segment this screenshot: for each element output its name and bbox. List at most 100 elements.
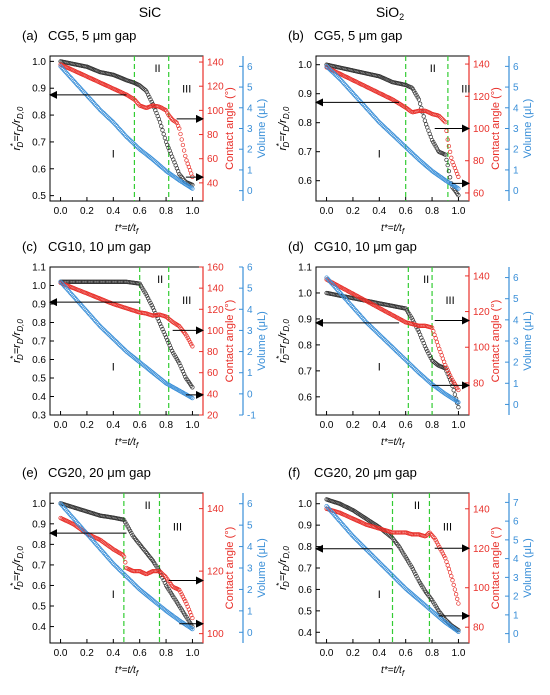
data-point	[61, 68, 67, 73]
data-point	[433, 144, 438, 149]
series-left	[58, 501, 195, 629]
volume-tick-label: 7	[513, 498, 519, 509]
data-point	[351, 92, 357, 97]
data-point	[89, 98, 94, 103]
x-tick-label: 1.0	[451, 206, 465, 217]
data-point	[381, 124, 387, 129]
data-point	[329, 509, 334, 514]
data-point	[112, 337, 117, 343]
data-point	[180, 369, 186, 374]
data-point	[329, 68, 334, 74]
data-point	[427, 166, 432, 172]
left-y-label-part: r	[11, 585, 23, 590]
data-point	[127, 528, 133, 533]
volume-tick-label: 0	[513, 629, 519, 640]
data-point	[94, 103, 99, 109]
volume-tick-label: 0	[513, 400, 519, 411]
column-title-sic: SiC	[139, 4, 162, 20]
data-point	[368, 551, 374, 557]
data-point	[150, 305, 156, 310]
data-point	[375, 118, 381, 124]
data-point	[456, 601, 461, 606]
data-point	[136, 586, 141, 591]
volume-tick-label: 1	[513, 379, 519, 390]
data-point	[397, 352, 402, 357]
x-label-main: t*=t/t	[381, 665, 403, 676]
data-point	[423, 603, 429, 609]
x-tick-label: 0.6	[133, 206, 147, 217]
data-point	[371, 554, 376, 559]
data-point	[359, 314, 364, 319]
contact-angle-tick-label: 40	[207, 178, 219, 189]
data-point	[371, 113, 376, 118]
data-point	[190, 626, 195, 632]
data-point	[178, 363, 183, 369]
data-point	[354, 537, 359, 542]
data-point	[126, 576, 132, 582]
data-point	[377, 560, 382, 565]
data-point	[151, 308, 157, 313]
contact-angle-tick-label: 140	[473, 271, 490, 282]
data-point	[332, 284, 338, 290]
data-point	[120, 345, 126, 351]
data-point	[391, 346, 396, 351]
data-point	[157, 120, 163, 125]
data-point	[73, 81, 79, 86]
x-tick-label: 0.0	[320, 648, 334, 659]
data-point	[444, 157, 449, 163]
data-point	[422, 118, 428, 123]
data-point	[339, 292, 345, 298]
data-point	[423, 163, 429, 168]
panel-d: (d) CG10, 10 μm gap 0.0 0.2 0.4 0.6 0.8 1.0 0.6 0…	[275, 239, 534, 450]
contact-angle-tick-label: 80	[207, 130, 219, 141]
data-point	[325, 65, 330, 70]
x-tick-label: 0.4	[106, 206, 120, 217]
x-axis-label: t*=t/tf	[115, 665, 139, 678]
left-y-label-part: D	[282, 338, 291, 344]
data-point	[434, 540, 440, 545]
volume-axis-label: Volume (μL)	[256, 311, 268, 371]
data-point	[173, 354, 178, 360]
left-y-axis-label: r*D=rD/rD,0	[275, 546, 291, 590]
data-point	[367, 550, 372, 555]
data-point	[78, 86, 84, 91]
data-point	[324, 64, 329, 69]
region-label-II: II	[145, 500, 151, 512]
region-label-III: III	[173, 522, 182, 534]
y-tick-label: 0.8	[298, 340, 312, 351]
data-point	[384, 339, 389, 344]
data-point	[451, 582, 456, 588]
data-point	[415, 327, 420, 332]
data-point	[405, 147, 411, 152]
x-label-main: t*=t/t	[381, 223, 403, 234]
data-point	[433, 538, 438, 543]
data-point	[443, 119, 448, 125]
data-point	[162, 332, 168, 337]
data-point	[83, 307, 88, 313]
data-point	[449, 155, 454, 160]
data-point	[415, 576, 420, 581]
data-point	[97, 324, 103, 329]
volume-tick-label: 6	[247, 499, 253, 510]
contact-angle-tick-label: 140	[473, 60, 490, 71]
y-tick-label: 1.0	[298, 499, 312, 510]
data-point	[108, 117, 114, 123]
data-point	[360, 543, 365, 548]
data-point	[99, 547, 104, 553]
data-point	[353, 536, 358, 541]
data-point	[413, 154, 418, 159]
data-point	[127, 577, 133, 583]
data-point	[403, 357, 408, 363]
contact-angle-axis-label: Contact angle (°)	[490, 300, 502, 383]
data-point	[330, 69, 335, 75]
data-point	[109, 119, 115, 124]
data-point	[395, 137, 400, 142]
data-point	[332, 513, 338, 518]
data-point	[89, 314, 94, 319]
y-tick-label: 1.1	[32, 263, 46, 274]
data-point	[106, 115, 111, 120]
data-point	[93, 102, 98, 107]
left-y-label-part: /r	[11, 118, 23, 127]
volume-tick-label: 1	[513, 610, 519, 621]
data-point	[109, 335, 115, 340]
